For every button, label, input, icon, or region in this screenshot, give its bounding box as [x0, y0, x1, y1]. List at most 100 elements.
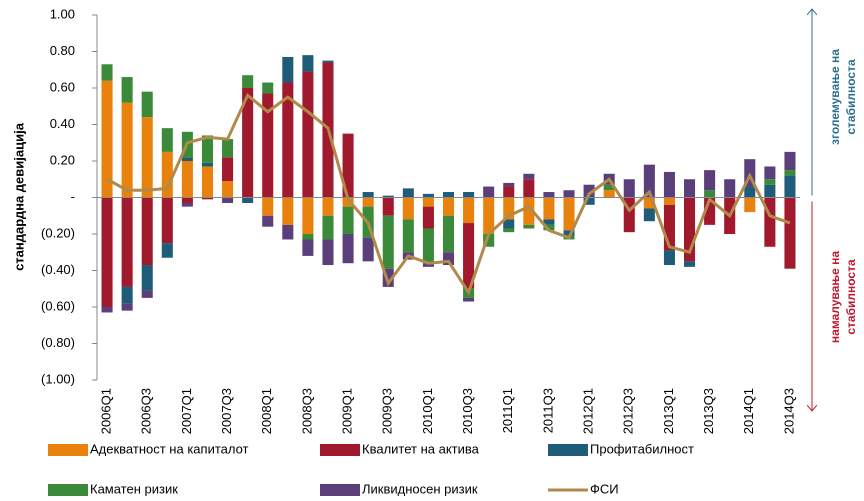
legend-label: Каматен ризик: [90, 481, 178, 496]
bar-segment: [764, 184, 776, 198]
bar-segment: [322, 215, 334, 240]
bar-segment: [422, 263, 434, 267]
bar-segment: [101, 197, 113, 307]
bar-segment: [684, 197, 696, 262]
bar-segment: [121, 286, 133, 304]
bar-segment: [503, 228, 515, 233]
bar-segment: [201, 135, 213, 163]
bar-segment: [322, 239, 334, 266]
bar-segment: [121, 77, 133, 103]
bar-segment: [623, 179, 635, 198]
bar-segment: [663, 197, 675, 205]
annotation: стабилноста: [844, 259, 858, 335]
bar-segment: [643, 208, 655, 222]
bar-segment: [362, 197, 374, 207]
y-tick-label: 0.20: [50, 152, 75, 167]
bar-segment: [704, 197, 716, 225]
legend-swatch: [548, 444, 588, 456]
bar-segment: [302, 239, 314, 256]
bar-segment: [643, 164, 655, 198]
bar-segment: [322, 60, 334, 63]
bar-segment: [643, 197, 655, 209]
bar-segment: [442, 252, 455, 266]
bar-segment: [603, 184, 615, 191]
bar-segment: [302, 234, 314, 240]
bar-segment: [744, 197, 756, 213]
bar-segment: [422, 197, 434, 207]
bar-segment: [262, 93, 274, 198]
bar-segment: [402, 197, 414, 220]
bar-segment: [503, 182, 515, 187]
bar-segment: [101, 64, 113, 81]
bar-segment: [302, 71, 314, 198]
bar-segment: [201, 162, 213, 167]
y-tick-label: 1.00: [50, 6, 75, 21]
bar-segment: [563, 197, 575, 231]
x-tick-label: 2011Q1: [500, 388, 515, 433]
bar-segment: [302, 55, 314, 72]
bar-segment: [583, 184, 595, 198]
y-tick-label: (1.00): [41, 371, 75, 386]
bar-segment: [623, 197, 635, 233]
legend-swatch: [320, 484, 360, 496]
bar-segment: [161, 197, 173, 244]
x-tick-label: 2012Q3: [621, 388, 636, 434]
legend-label: Квалитет на актива: [362, 441, 480, 456]
bar-segment: [262, 197, 274, 216]
legend-label: Профитабилност: [590, 441, 694, 456]
bar-segment: [784, 151, 796, 171]
bar-segment: [563, 190, 575, 198]
bar-segment: [523, 224, 535, 229]
bar-segment: [181, 161, 193, 198]
bar-segment: [222, 181, 234, 198]
bar-segment: [503, 197, 515, 220]
bar-segment: [523, 179, 535, 198]
bar-segment: [382, 215, 394, 269]
bar-segment: [141, 265, 153, 291]
bar-segment: [764, 179, 776, 185]
bar-segment: [563, 230, 575, 236]
y-tick-label: (0.80): [41, 335, 75, 350]
bar-segment: [342, 133, 354, 198]
x-tick-label: 2007Q1: [179, 388, 194, 434]
bar-segment: [503, 186, 515, 198]
bar-segment: [242, 88, 254, 198]
legend-swatch: [48, 484, 88, 496]
y-tick-label: 0.60: [50, 79, 75, 94]
x-tick-label: 2006Q1: [98, 388, 113, 434]
bar-segment: [463, 223, 475, 289]
bar-segment: [141, 117, 153, 198]
x-tick-label: 2013Q1: [661, 388, 676, 434]
bar-segment: [141, 91, 153, 118]
bar-segment: [543, 197, 555, 220]
bar-segment: [161, 243, 173, 258]
bar-segment: [242, 75, 254, 88]
bar-segment: [663, 250, 675, 266]
bar-segment: [181, 202, 193, 207]
bar-segment: [282, 197, 294, 225]
x-tick-label: 2008Q3: [299, 388, 314, 434]
bar-segment: [121, 303, 133, 311]
bar-segment: [121, 102, 133, 198]
x-tick-label: 2014Q1: [741, 388, 756, 434]
bar-segment: [282, 224, 294, 240]
bar-segment: [784, 197, 796, 269]
x-tick-label: 2006Q3: [139, 388, 154, 434]
x-tick-label: 2009Q3: [380, 388, 395, 434]
bar-segment: [242, 197, 254, 203]
bar-segment: [141, 290, 153, 298]
bar-segment: [121, 197, 133, 287]
bar-segment: [201, 166, 213, 198]
x-tick-label: 2009Q1: [340, 388, 355, 434]
line-series: [106, 92, 791, 296]
legend-swatch: [320, 444, 360, 456]
x-tick-label: 2013Q3: [701, 388, 716, 434]
legend-label: Ликвидносен ризик: [362, 481, 478, 496]
bar-segment: [764, 166, 776, 180]
bar-segment: [684, 179, 696, 198]
bar-segment: [543, 192, 555, 198]
bar-segment: [382, 197, 394, 216]
bar-segment: [362, 192, 374, 198]
bar-segment: [764, 197, 776, 247]
legend-label: Адекватност на капиталот: [90, 441, 249, 456]
